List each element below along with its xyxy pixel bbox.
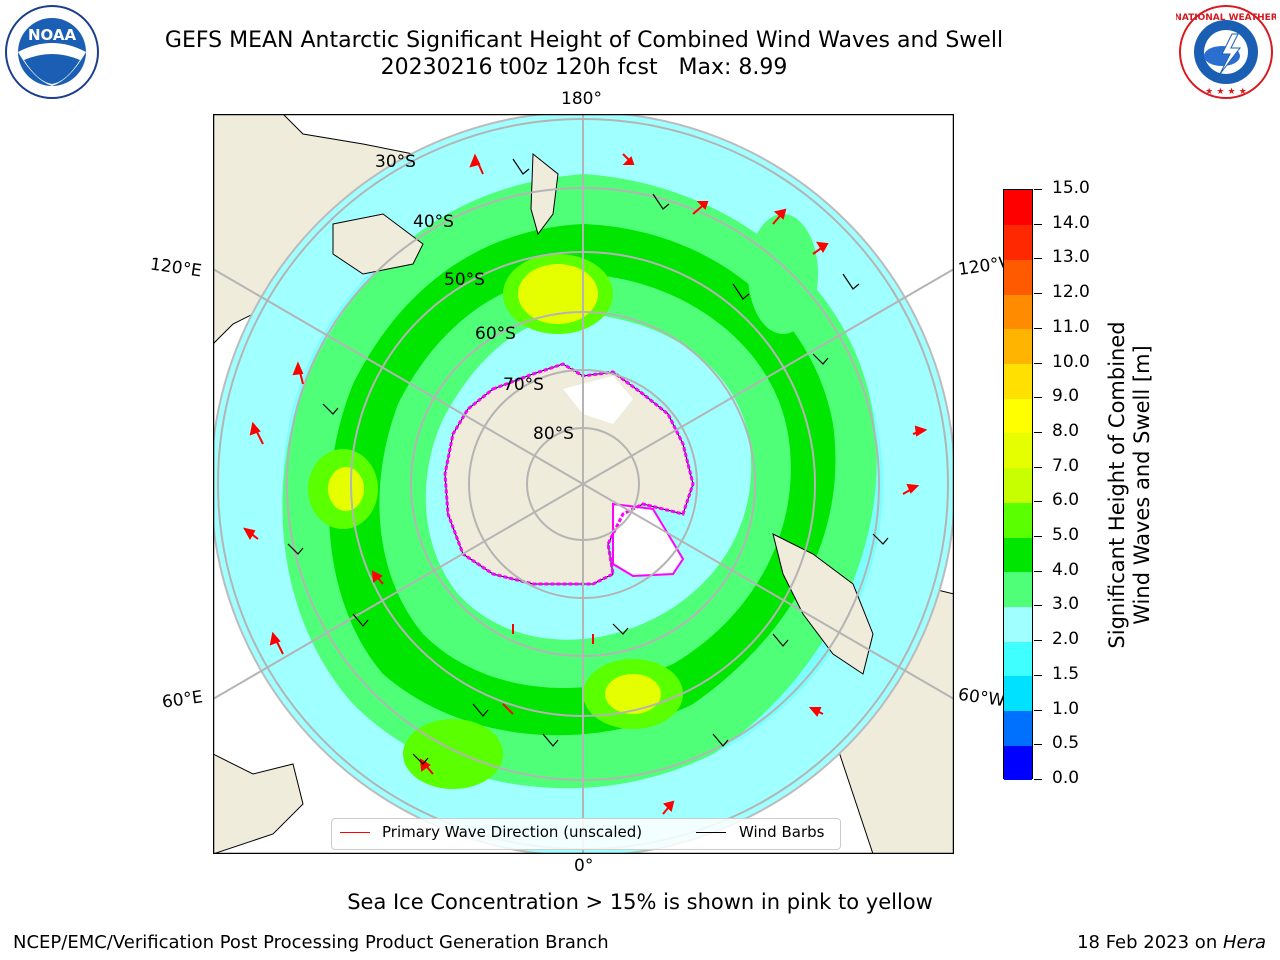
- colorbar-tick-label: 4.0: [1052, 559, 1080, 580]
- wave-legend-line: [340, 832, 370, 833]
- colorbar-tick-label: 13.0: [1052, 247, 1090, 268]
- colorbar-tick: [1034, 327, 1042, 329]
- colorbar-tick-label: 12.0: [1052, 282, 1090, 303]
- colorbar-segment: [1004, 537, 1032, 573]
- colorbar-tick-label: 15.0: [1052, 178, 1090, 198]
- colorbar-title-line2: Wind Waves and Swell [m]: [1130, 345, 1154, 625]
- lon-label-60e: 60°E: [160, 687, 205, 713]
- map-panel: 30°S 40°S 50°S 60°S 70°S 80°S: [212, 113, 955, 855]
- lon-label-60w: 60°W: [956, 684, 1007, 712]
- lon-label-0: 0°: [574, 856, 594, 876]
- lat-label-40s: 40°S: [413, 212, 454, 232]
- wind-legend-line: [696, 832, 726, 833]
- colorbar-title: Significant Height of Combined Wind Wave…: [1105, 321, 1155, 648]
- colorbar-segment: [1004, 294, 1032, 330]
- colorbar-tick: [1034, 779, 1042, 780]
- colorbar-segment: [1004, 259, 1032, 295]
- colorbar-tick: [1034, 744, 1042, 746]
- wave-direction-arrows: [243, 153, 928, 815]
- colorbar-tick: [1034, 223, 1042, 225]
- colorbar-segment: [1004, 398, 1032, 434]
- lat-label-70s: 70°S: [503, 375, 544, 395]
- colorbar-segment: [1004, 467, 1032, 503]
- colorbar-tick: [1034, 258, 1042, 260]
- map-legend: Primary Wave Direction (unscaled) Wind B…: [331, 818, 841, 850]
- colorbar-tick-label: 8.0: [1052, 420, 1080, 441]
- lon-label-180: 180°: [561, 89, 602, 109]
- footer-host: Hera: [1222, 932, 1266, 953]
- colorbar-tick-label: 5.0: [1052, 525, 1080, 546]
- colorbar-segment: [1004, 641, 1032, 677]
- footer-date-text: 18 Feb 2023 on: [1077, 932, 1223, 953]
- colorbar-tick-label: 1.0: [1052, 698, 1080, 719]
- colorbar-segment: [1004, 606, 1032, 642]
- chart-subtitle: 20230216 t00z 120h fcst Max: 8.99: [380, 55, 788, 80]
- colorbar-tick: [1034, 536, 1042, 538]
- footer-date: 18 Feb 2023 on Hera: [1077, 932, 1266, 953]
- colorbar-title-line1: Significant Height of Combined: [1105, 321, 1129, 649]
- noaa-logo: NOAA: [4, 4, 100, 100]
- colorbar-tick: [1034, 501, 1042, 503]
- colorbar-tick: [1034, 397, 1042, 399]
- colorbar-tick-label: 0.0: [1052, 768, 1080, 788]
- lat-label-80s: 80°S: [533, 424, 574, 444]
- colorbar-tick: [1034, 674, 1042, 676]
- colorbar-tick: [1034, 709, 1042, 711]
- colorbar-tick-label: 11.0: [1052, 316, 1090, 337]
- colorbar-tick: [1034, 431, 1042, 433]
- wind-barbs: [287, 158, 889, 765]
- colorbar-segment: [1004, 571, 1032, 607]
- chart-title: GEFS MEAN Antarctic Significant Height o…: [164, 28, 1004, 53]
- wave-legend-label: Primary Wave Direction (unscaled): [382, 823, 643, 841]
- colorbar-tick-label: 2.0: [1052, 629, 1080, 650]
- colorbar-segment: [1004, 190, 1032, 226]
- colorbar-tick-label: 7.0: [1052, 455, 1080, 476]
- colorbar-segment: [1004, 363, 1032, 399]
- colorbar-tick-label: 10.0: [1052, 351, 1090, 372]
- colorbar-tick: [1034, 189, 1042, 190]
- colorbar-tick-label: 3.0: [1052, 594, 1080, 615]
- colorbar-tick-label: 0.5: [1052, 733, 1080, 754]
- colorbar-tick: [1034, 605, 1042, 607]
- lat-label-30s: 30°S: [375, 152, 416, 172]
- colorbar-tick: [1034, 466, 1042, 468]
- colorbar-tick: [1034, 362, 1042, 364]
- colorbar-tick: [1034, 570, 1042, 572]
- colorbar: [1003, 189, 1033, 781]
- sea-ice-caption: Sea Ice Concentration > 15% is shown in …: [347, 890, 933, 914]
- colorbar-tick-label: 6.0: [1052, 490, 1080, 511]
- colorbar-tick-label: 9.0: [1052, 386, 1080, 407]
- colorbar-tick: [1034, 640, 1042, 642]
- colorbar-segment: [1004, 502, 1032, 538]
- colorbar-tick-label: 14.0: [1052, 212, 1090, 233]
- lat-label-60s: 60°S: [475, 324, 516, 344]
- lon-label-120e: 120°E: [148, 254, 203, 282]
- wind-legend-label: Wind Barbs: [739, 823, 825, 841]
- footer-credit: NCEP/EMC/Verification Post Processing Pr…: [13, 932, 609, 953]
- colorbar-segment: [1004, 745, 1032, 781]
- colorbar-segment: [1004, 675, 1032, 712]
- lat-label-50s: 50°S: [444, 270, 485, 290]
- colorbar-segment: [1004, 710, 1032, 746]
- colorbar-segment: [1004, 328, 1032, 365]
- colorbar-segment: [1004, 432, 1032, 469]
- colorbar-tick: [1034, 293, 1042, 295]
- svg-text:NATIONAL WEATHER: NATIONAL WEATHER: [1176, 13, 1276, 23]
- svg-text:★ ★ ★ ★: ★ ★ ★ ★: [1205, 87, 1247, 97]
- nws-logo: NATIONAL WEATHER ★ ★ ★ ★: [1174, 4, 1278, 100]
- colorbar-tick-label: 1.5: [1052, 663, 1080, 684]
- colorbar-segment: [1004, 224, 1032, 260]
- noaa-logo-text: NOAA: [28, 26, 77, 44]
